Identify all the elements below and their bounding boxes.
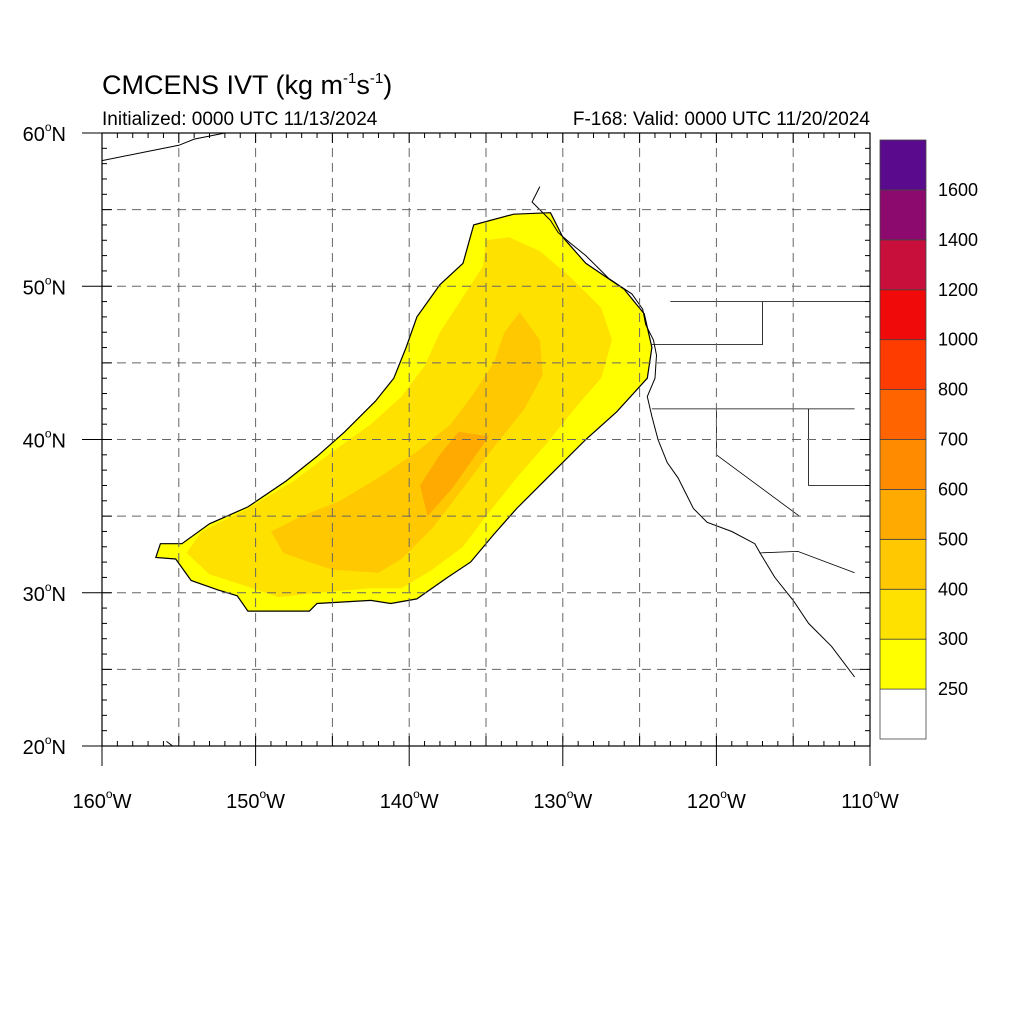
colorbar: 250 300 400 500 600 700 800 1000 1200 1400 1600 — [879, 139, 978, 740]
initialized-label: Initialized: 0000 UTC 11/13/2024 — [102, 109, 378, 130]
y-tick-label: 20oN — [23, 733, 66, 759]
coastline-pacific — [531, 186, 855, 678]
border-line-3 — [716, 408, 800, 517]
y-tick-label: 30oN — [23, 580, 66, 606]
axis-ticks: 160oW 150oW 140oW 130oW 120oW 110oW 20oN 30oN 40… — [23, 120, 899, 813]
x-tick-label: 130oW — [533, 787, 592, 813]
y-tick-label: 40oN — [23, 427, 66, 453]
colorbar-label: 250 — [938, 679, 968, 699]
chart-title: CMCENS IVT (kg m-1s-1) — [102, 70, 393, 100]
colorbar-label: 500 — [938, 529, 968, 549]
coastline-hawaii — [166, 740, 174, 746]
colorbar-box — [879, 189, 927, 241]
colorbar-box — [879, 538, 927, 590]
colorbar-label: 600 — [938, 479, 968, 499]
colorbar-box — [879, 339, 927, 390]
colorbar-box — [879, 239, 927, 291]
valid-time-label: F-168: Valid: 0000 UTC 11/20/2024 — [572, 109, 870, 130]
y-tick-label: 60oN — [23, 120, 66, 146]
coastline-alaska — [102, 133, 225, 162]
colorbar-label: 1400 — [938, 230, 978, 250]
colorbar-label: 300 — [938, 629, 968, 649]
colorbar-box — [879, 289, 927, 341]
x-tick-label: 110oW — [841, 787, 899, 813]
ivt-shade-300 — [186, 237, 612, 598]
ivt-shade-400 — [271, 312, 543, 573]
colorbar-label: 1600 — [938, 180, 978, 200]
colorbar-box — [879, 489, 927, 540]
colorbar-box — [879, 439, 927, 490]
colorbar-label: 1000 — [938, 330, 978, 350]
colorbar-box — [879, 139, 927, 191]
colorbar-label: 400 — [938, 579, 968, 599]
colorbar-label: 1200 — [938, 280, 978, 300]
x-tick-label: 160oW — [73, 787, 132, 813]
ivt-shaded-field — [154, 212, 653, 612]
x-tick-label: 140oW — [380, 787, 439, 813]
x-tick-label: 150oW — [226, 787, 285, 813]
colorbar-box — [879, 688, 927, 740]
colorbar-label: 800 — [938, 380, 968, 400]
border-line-1 — [651, 301, 763, 345]
border-line-4 — [759, 550, 855, 574]
colorbar-box — [879, 588, 927, 640]
ivt-shade-500 — [420, 431, 490, 517]
colorbar-label: 700 — [938, 430, 968, 450]
colorbar-box — [879, 389, 927, 440]
graticule — [102, 133, 870, 746]
x-tick-label: 120oW — [687, 787, 746, 813]
y-tick-label: 50oN — [23, 273, 66, 299]
border-line-5 — [808, 408, 870, 486]
colorbar-box — [879, 638, 927, 690]
